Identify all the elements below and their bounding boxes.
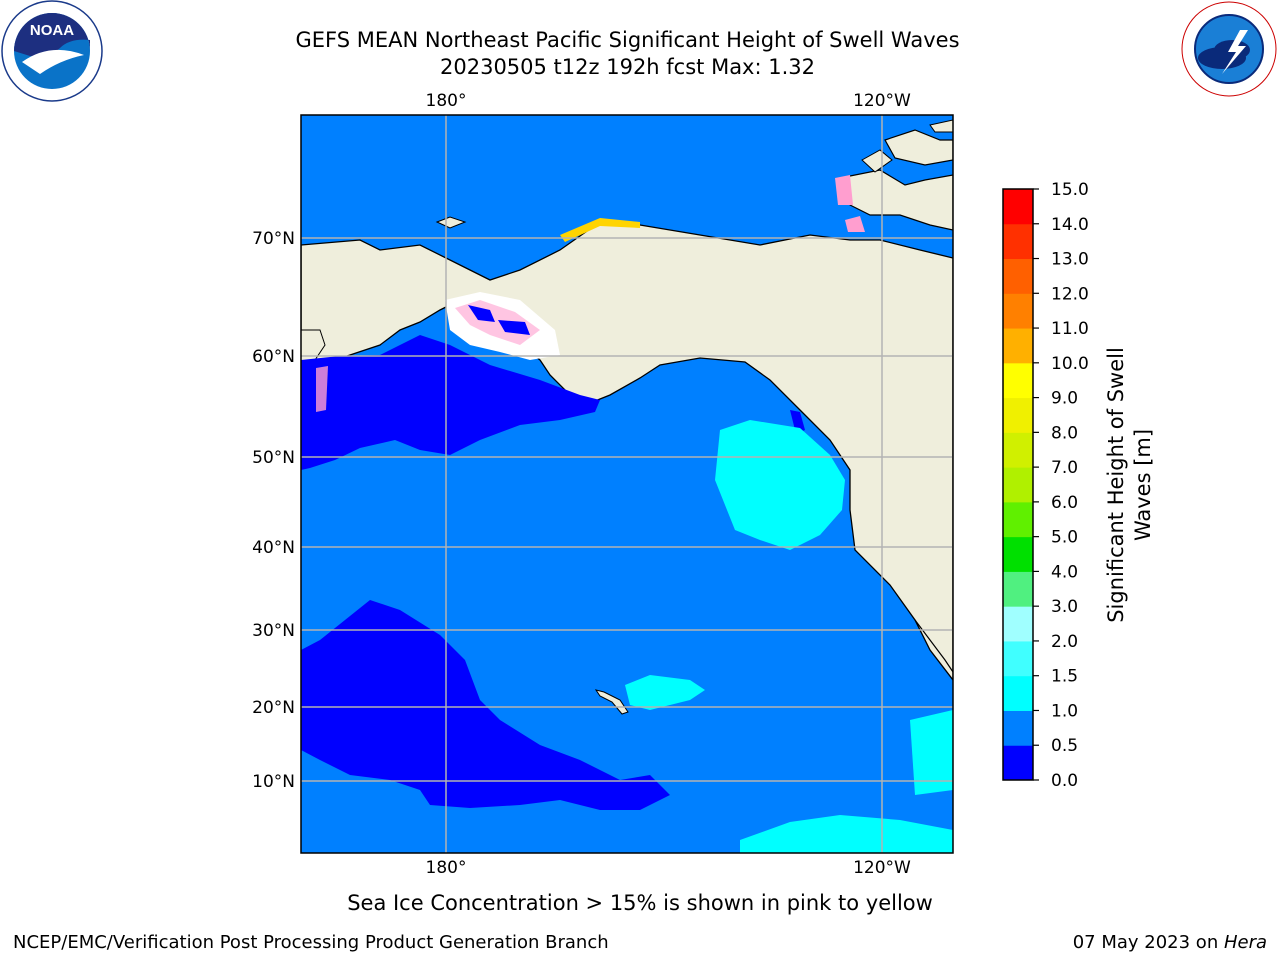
lon-label-bottom-180: 180° bbox=[426, 858, 467, 878]
colorbar-swatch bbox=[1003, 223, 1033, 260]
map-gridlines bbox=[301, 115, 953, 853]
colorbar-tick-label: 11.0 bbox=[1051, 319, 1089, 339]
colorbar-tick-label: 9.0 bbox=[1051, 389, 1078, 409]
lat-label-20n: 20°N bbox=[252, 698, 295, 718]
sea-ice-caption: Sea Ice Concentration > 15% is shown in … bbox=[347, 891, 933, 915]
noaa-logo-text: NOAA bbox=[30, 22, 74, 39]
colorbar-swatch bbox=[1003, 501, 1033, 538]
colorbar-tick-label: 12.0 bbox=[1051, 284, 1089, 304]
colorbar-swatch bbox=[1003, 571, 1033, 607]
colorbar-swatch bbox=[1003, 675, 1033, 711]
colorbar-swatch bbox=[1003, 328, 1033, 364]
colorbar-tick-label: 2.0 bbox=[1051, 632, 1078, 652]
colorbar-tick-label: 3.0 bbox=[1051, 597, 1078, 617]
colorbar-tick-label: 8.0 bbox=[1051, 423, 1078, 443]
map-frame bbox=[300, 114, 954, 854]
colorbar-tick-label: 5.0 bbox=[1051, 528, 1078, 548]
colorbar-tick-label: 10.0 bbox=[1051, 354, 1089, 374]
colorbar-tick-label: 1.5 bbox=[1051, 667, 1078, 687]
colorbar-swatch bbox=[1003, 397, 1033, 433]
lat-label-10n: 10°N bbox=[252, 772, 295, 792]
noaa-logo: NOAA bbox=[1, 0, 103, 102]
colorbar-tick-label: 15.0 bbox=[1051, 180, 1089, 200]
footer-date: 07 May 2023 on Hera bbox=[1073, 932, 1267, 953]
colorbar-swatch bbox=[1003, 710, 1033, 746]
colorbar-tick-label: 6.0 bbox=[1051, 493, 1078, 513]
colorbar-tick-label: 1.0 bbox=[1051, 701, 1078, 721]
colorbar-swatch bbox=[1003, 640, 1033, 677]
lat-label-60n: 60°N bbox=[252, 347, 295, 367]
colorbar-label-line1: Significant Height of Swell bbox=[1104, 347, 1128, 623]
colorbar-swatch bbox=[1003, 362, 1033, 399]
colorbar-tick-label: 14.0 bbox=[1051, 215, 1089, 235]
lat-label-40n: 40°N bbox=[252, 538, 295, 558]
nws-logo bbox=[1181, 1, 1277, 97]
footer-date-text: 07 May 2023 on bbox=[1072, 932, 1224, 953]
colorbar-swatch bbox=[1003, 745, 1033, 781]
map-area bbox=[301, 115, 953, 853]
chart-subtitle: 20230505 t12z 192h fcst Max: 1.32 bbox=[440, 55, 815, 79]
colorbar-tick-label: 4.0 bbox=[1051, 562, 1078, 582]
lon-label-bottom-120w: 120°W bbox=[853, 858, 911, 878]
colorbar-label-line2: Waves [m] bbox=[1131, 429, 1155, 541]
colorbar-swatch bbox=[1003, 536, 1033, 572]
footer-host: Hera bbox=[1223, 932, 1267, 953]
moderate-swell-region-ne bbox=[715, 420, 845, 550]
low-swell-region-north bbox=[301, 335, 600, 470]
low-swell-region-south bbox=[301, 600, 670, 810]
colorbar-swatch bbox=[1003, 606, 1033, 642]
footer-credit: NCEP/EMC/Verification Post Processing Pr… bbox=[13, 932, 609, 953]
colorbar-swatch bbox=[1003, 432, 1033, 468]
lat-label-70n: 70°N bbox=[252, 229, 295, 249]
colorbar-frame bbox=[1002, 188, 1034, 781]
colorbar-swatch bbox=[1003, 293, 1033, 329]
colorbar-tick-label: 0.5 bbox=[1051, 736, 1078, 756]
colorbar: 0.0 0.5 1.0 1.5 2.0 3.0 4.0 5.0 6.0 7.0 8.0 9.0 10.0… bbox=[1002, 180, 1089, 791]
colorbar-swatch bbox=[1003, 189, 1033, 225]
colorbar-tick-label: 13.0 bbox=[1051, 250, 1089, 270]
lon-label-top-120w: 120°W bbox=[853, 91, 911, 111]
chart-title: GEFS MEAN Northeast Pacific Significant … bbox=[295, 28, 960, 52]
colorbar-swatch bbox=[1003, 258, 1033, 294]
colorbar-tick-label: 0.0 bbox=[1051, 771, 1078, 791]
lat-label-30n: 30°N bbox=[252, 621, 295, 641]
colorbar-tick-label: 7.0 bbox=[1051, 458, 1078, 478]
hawaii-islands bbox=[594, 689, 629, 715]
lat-label-50n: 50°N bbox=[252, 448, 295, 468]
colorbar-swatch bbox=[1003, 467, 1033, 503]
lon-label-top-180: 180° bbox=[426, 91, 467, 111]
